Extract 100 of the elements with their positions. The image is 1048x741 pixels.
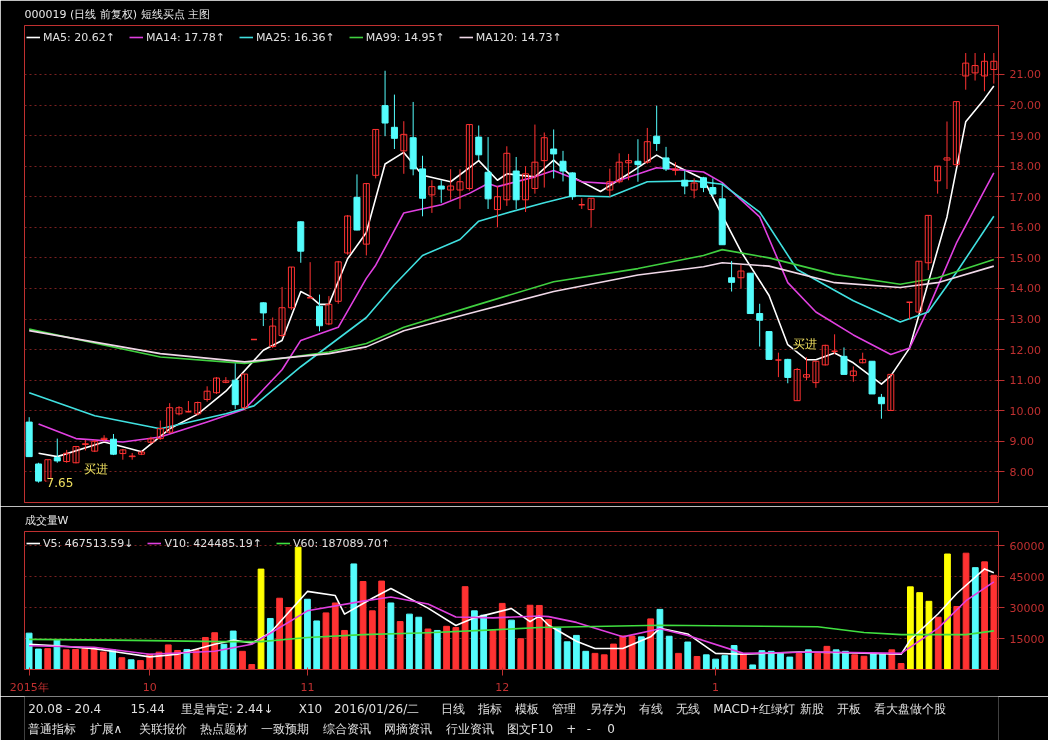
text: 普通指标 xyxy=(28,721,77,736)
candlestick xyxy=(971,52,979,82)
text: 20.08 - 20.4 xyxy=(28,701,102,716)
bar xyxy=(981,561,988,670)
bar xyxy=(239,650,246,670)
bar xyxy=(137,660,144,670)
candlestick xyxy=(493,185,501,228)
bar xyxy=(814,652,821,670)
bar xyxy=(749,664,757,670)
legend-label: MA120: 14.73↑ xyxy=(475,30,562,44)
bar xyxy=(591,652,599,670)
text: 指标 xyxy=(477,701,503,716)
candlestick xyxy=(606,168,614,198)
bar xyxy=(795,653,803,670)
bar xyxy=(378,580,386,670)
bar xyxy=(443,625,450,670)
bar xyxy=(313,620,321,670)
x-tick-label: 10 xyxy=(142,680,157,694)
bar xyxy=(693,655,701,670)
bar xyxy=(35,648,42,670)
candlestick xyxy=(334,260,342,305)
bar xyxy=(415,616,423,670)
bar xyxy=(907,586,914,670)
candlestick xyxy=(634,138,642,183)
bar xyxy=(944,553,951,670)
bar xyxy=(879,653,886,670)
candlestick xyxy=(587,197,595,228)
x-tick-label: 11 xyxy=(300,680,315,694)
bar xyxy=(916,592,924,670)
text: 热点题材 xyxy=(200,721,249,736)
line-series xyxy=(28,568,995,658)
candlestick xyxy=(156,420,164,441)
candlestick xyxy=(362,182,370,256)
bar xyxy=(804,649,812,670)
bar xyxy=(44,648,52,670)
bar xyxy=(832,649,840,670)
text: MACD+红绿灯 xyxy=(713,701,796,716)
y-tick-label: 18.00 xyxy=(1009,160,1041,174)
x-tick-label: 1 xyxy=(712,680,720,694)
candlestick xyxy=(728,260,736,293)
bar xyxy=(433,629,441,670)
y-tick-label: 60000 xyxy=(1009,539,1045,553)
bar xyxy=(387,602,395,670)
bar xyxy=(331,602,339,670)
candlestick xyxy=(390,94,398,150)
candlestick xyxy=(690,177,698,199)
candlestick xyxy=(943,121,951,190)
candlestick xyxy=(372,128,380,179)
x-tick-label: 12 xyxy=(495,680,510,694)
candlestick xyxy=(475,124,483,161)
candlestick xyxy=(381,70,389,137)
bar xyxy=(350,563,358,670)
candlestick xyxy=(100,434,108,442)
candlestick xyxy=(615,152,623,184)
candlestick xyxy=(287,266,295,311)
y-tick-label: 16.00 xyxy=(1009,221,1041,235)
bar xyxy=(721,655,729,670)
bar xyxy=(545,619,552,670)
bar xyxy=(934,616,942,670)
candlestick xyxy=(503,145,511,207)
candlestick xyxy=(784,358,792,384)
bar xyxy=(508,619,515,670)
candlestick xyxy=(456,168,464,210)
bar xyxy=(118,657,126,670)
legend-label: MA99: 14.95↑ xyxy=(365,30,445,44)
candlestick xyxy=(203,385,211,403)
text: 0 xyxy=(607,722,615,736)
candlestick xyxy=(934,165,942,195)
bar xyxy=(702,654,710,670)
bar xyxy=(962,552,970,670)
legend-label: V10: 424485.19↑ xyxy=(164,536,262,550)
candlestick xyxy=(147,436,155,445)
candlestick xyxy=(222,376,230,384)
y-tick-label: 20.00 xyxy=(1009,99,1041,112)
candlestick xyxy=(812,360,820,389)
text: 新股 xyxy=(799,701,824,716)
bar xyxy=(396,621,404,670)
bar xyxy=(471,610,478,670)
text: 行业资讯 xyxy=(445,721,494,736)
candlestick xyxy=(915,260,923,314)
bar xyxy=(582,650,590,670)
candlestick xyxy=(625,153,633,181)
candlestick xyxy=(990,52,998,85)
candlestick xyxy=(756,303,764,348)
text: 一致预期 xyxy=(261,721,310,736)
y-tick-label: 17.00 xyxy=(1009,190,1041,204)
y-tick-label: 13.00 xyxy=(1009,313,1041,327)
candlestick xyxy=(962,52,970,91)
candlestick xyxy=(428,179,436,214)
candlestick xyxy=(737,264,745,289)
bar xyxy=(248,664,256,670)
candlestick xyxy=(709,177,717,198)
candlestick xyxy=(400,120,408,175)
bar xyxy=(99,651,107,670)
candlestick xyxy=(531,124,539,195)
text: 另存为 xyxy=(589,701,626,716)
candlestick xyxy=(325,295,333,326)
text: X10 xyxy=(298,701,323,716)
legend-label: MA25: 16.36↑ xyxy=(255,30,335,44)
bar xyxy=(610,643,617,670)
